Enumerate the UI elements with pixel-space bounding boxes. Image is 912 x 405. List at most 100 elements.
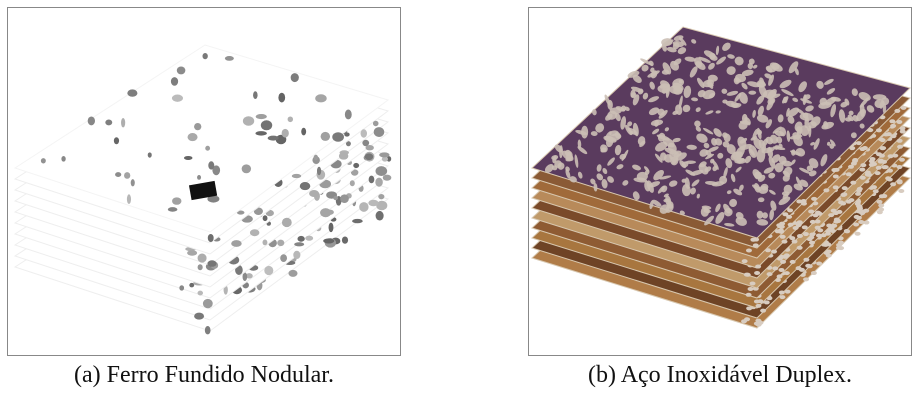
austenite-grain <box>833 220 839 224</box>
austenite-grain <box>842 186 848 190</box>
austenite-grain <box>878 160 884 164</box>
nodule <box>376 166 388 176</box>
austenite-grain <box>746 293 752 297</box>
nodule <box>205 326 211 334</box>
austenite-grain <box>898 189 904 193</box>
austenite-grain <box>838 241 844 245</box>
nodule <box>208 234 214 242</box>
austenite-grain <box>838 200 844 204</box>
nodule <box>333 196 338 200</box>
nodule <box>374 127 385 137</box>
nodule <box>339 152 348 159</box>
austenite-grain <box>807 264 813 268</box>
nodule <box>352 219 363 223</box>
austenite-grain <box>797 220 803 224</box>
nodule <box>383 175 392 181</box>
nodule <box>321 132 330 141</box>
austenite-grain <box>877 200 883 204</box>
nodule <box>197 291 203 296</box>
austenite-grain <box>784 253 790 257</box>
nodule <box>378 194 384 199</box>
nodule <box>350 180 355 186</box>
nodule <box>242 164 251 173</box>
austenite-grain <box>771 250 777 254</box>
austenite-grain <box>870 157 876 161</box>
nodule <box>41 158 46 163</box>
nodule <box>124 172 130 179</box>
austenite-grain <box>888 154 894 158</box>
nodule <box>172 197 181 204</box>
austenite-grain <box>757 321 763 325</box>
figure: (a) Ferro Fundido Nodular. (b) Aço Inoxi… <box>0 0 912 405</box>
nodule <box>205 146 210 151</box>
austenite-grain <box>876 128 882 132</box>
austenite-grain <box>841 192 847 196</box>
austenite-grain <box>900 126 906 130</box>
images <box>0 0 912 405</box>
nodule <box>127 194 131 204</box>
austenite-grain <box>796 266 802 270</box>
austenite-grain <box>890 182 896 186</box>
austenite-grain <box>886 132 892 136</box>
austenite-grain <box>850 181 856 185</box>
austenite-grain <box>846 172 852 176</box>
nodule <box>300 182 310 190</box>
nodule <box>250 229 259 236</box>
austenite-grain <box>750 238 756 242</box>
nodule <box>115 172 121 177</box>
austenite-grain <box>825 242 831 246</box>
nodule <box>291 73 299 82</box>
nodule <box>340 194 349 203</box>
nodule <box>359 202 368 212</box>
nodule <box>320 208 331 217</box>
nodule <box>282 129 289 138</box>
austenite-grain <box>778 268 784 272</box>
austenite-grain <box>754 300 760 304</box>
nodule <box>105 119 112 125</box>
austenite-grain <box>753 243 759 247</box>
nodule <box>344 132 349 136</box>
nodule <box>172 95 183 102</box>
austenite-grain <box>790 260 796 264</box>
austenite-grain <box>863 221 869 225</box>
nodule <box>243 116 254 126</box>
austenite-grain <box>776 223 782 227</box>
austenite-grain <box>857 207 863 211</box>
austenite-grain <box>897 180 903 184</box>
austenite-grain <box>876 152 882 156</box>
nodule <box>207 260 216 267</box>
nodule <box>61 156 65 162</box>
austenite-grain <box>748 91 756 95</box>
austenite-grain <box>836 210 842 214</box>
austenite-grain <box>797 234 803 238</box>
austenite-grain <box>860 163 866 167</box>
nodule <box>294 242 304 246</box>
nodule <box>261 120 272 130</box>
austenite-grain <box>746 248 752 252</box>
austenite-grain <box>826 254 832 258</box>
nodule <box>277 240 284 246</box>
austenite-grain <box>803 258 809 262</box>
austenite-grain <box>860 147 866 151</box>
austenite-grain <box>811 271 817 275</box>
nodule <box>314 155 318 161</box>
nodule <box>278 93 285 103</box>
austenite-grain <box>890 124 896 128</box>
austenite-grain <box>780 260 786 264</box>
nodule <box>297 236 304 242</box>
austenite-grain <box>816 234 822 238</box>
nodule <box>179 285 184 290</box>
nodule <box>329 223 334 233</box>
austenite-grain <box>803 277 809 281</box>
nodule <box>365 153 373 160</box>
austenite-grain <box>900 106 906 110</box>
nodule <box>379 152 389 157</box>
nodule <box>345 110 352 120</box>
austenite-grain <box>859 168 865 172</box>
caption: (b) Aço Inoxidável Duplex. <box>528 362 912 389</box>
austenite-grain <box>741 319 747 323</box>
austenite-grain <box>838 246 844 250</box>
nodule <box>198 264 203 270</box>
austenite-grain <box>779 290 785 294</box>
austenite-grain <box>878 208 884 212</box>
